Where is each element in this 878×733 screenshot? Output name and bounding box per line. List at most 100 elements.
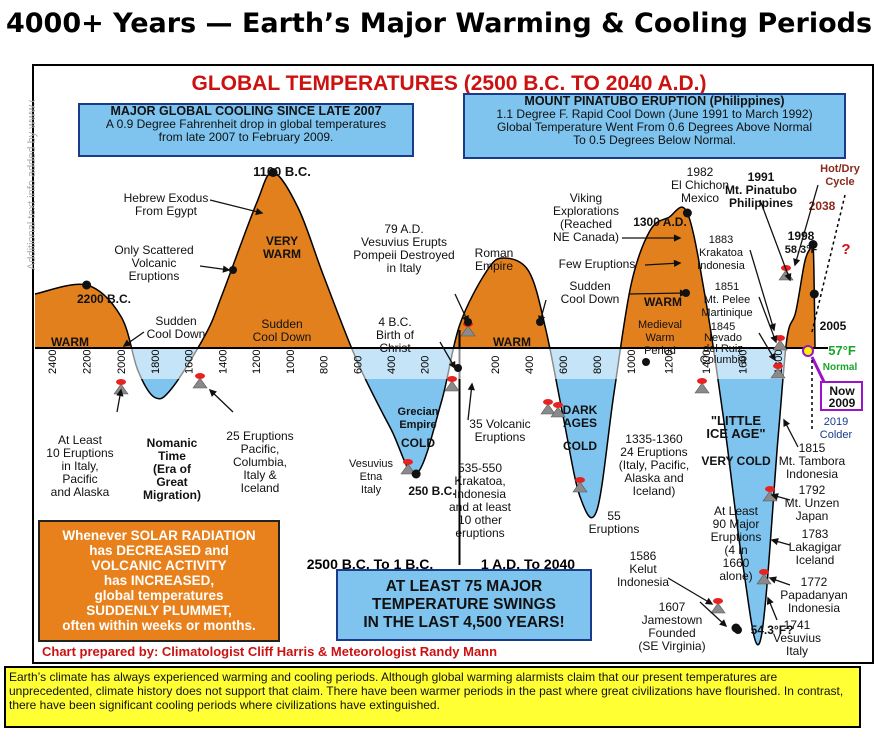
- future-trend-up: [811, 194, 846, 333]
- watermark: Additional text info added by www.c3head…: [13, 100, 53, 280]
- annot-25-eruptions: 25 Eruptions Pacific, Columbia, Italy & Icel…: [226, 429, 293, 495]
- x-tick-label: 1200: [664, 350, 676, 374]
- watermark-text: Additional text info added by www.c3head…: [26, 100, 38, 270]
- annot-10-eruptions-line: At Least: [58, 433, 103, 447]
- solar-line7: often within weeks or months.: [62, 618, 256, 633]
- point-label-now-line: Now: [829, 384, 855, 398]
- chart-title: GLOBAL TEMPERATURES (2500 B.C. TO 2040 A…: [192, 72, 707, 95]
- annot-unzen-line: 1792: [799, 483, 826, 497]
- pinatubo-box: MOUNT PINATUBO ERUPTION (Philippines) 1.…: [463, 93, 846, 159]
- annot-sudden-cool-1: Sudden Cool Down: [147, 314, 206, 341]
- annot-roman-line: Roman: [475, 246, 514, 260]
- x-tick-label: 400: [386, 356, 398, 374]
- annot-79ad: 79 A.D. Vesuvius Erupts Pompeii Destroyed i…: [353, 222, 454, 275]
- arrowhead: [793, 258, 801, 267]
- arrowhead: [768, 323, 776, 332]
- solar-line4: has INCREASED,: [103, 573, 215, 588]
- annot-unzen-line: Japan: [796, 509, 829, 523]
- solar-line3: VOLCANIC ACTIVITY: [91, 558, 227, 573]
- annot-pelee-line: 1851: [715, 281, 739, 293]
- point-label-1300ad: 1300 A.D.: [633, 215, 687, 229]
- solar-volcanic-box: Whenever SOLAR RADIATION has DECREASED a…: [38, 520, 280, 642]
- annot-pelee-line: Martinique: [701, 307, 752, 319]
- x-tick-label: 2400: [47, 350, 59, 374]
- x-tick-label: 1600: [738, 350, 750, 374]
- annot-79ad-line: Pompeii Destroyed: [353, 248, 454, 262]
- headline: 4000+ Years — Earth’s Major Warming & Co…: [5, 8, 873, 39]
- period-label-sudden-cool-line: Sudden: [261, 317, 302, 331]
- annot-1335-line: (Italy, Pacific,: [619, 458, 689, 472]
- x-tick-label: 1000: [626, 350, 638, 374]
- period-label-little-ice-age: "LITTLE ICE AGE": [706, 413, 765, 441]
- arrowhead: [255, 207, 264, 216]
- annot-25-eruptions-line: 25 Eruptions: [226, 429, 293, 443]
- x-tick-label: 2000: [116, 350, 128, 374]
- annot-25-eruptions-line: Iceland: [241, 481, 280, 495]
- annot-535-550-line: 535-550: [458, 461, 502, 475]
- data-point: [411, 469, 421, 479]
- annot-1335-line: Alaska and: [624, 471, 683, 485]
- period-label-grecian: Grecian Empire: [398, 406, 439, 431]
- arrowhead: [719, 619, 728, 628]
- volcano-icon: [694, 382, 710, 394]
- annot-10-eruptions-line: in Italy,: [61, 459, 98, 473]
- arrowhead: [770, 493, 779, 501]
- footer-text: Earth’s climate has always experienced w…: [9, 670, 844, 712]
- annot-25-eruptions-line: Columbia,: [233, 455, 287, 469]
- point-label-2038: 2038: [809, 199, 836, 213]
- arrowhead: [208, 388, 217, 397]
- annot-lakagigar-line: Iceland: [796, 553, 835, 567]
- period-label-nomanic: Nomanic Time (Era of Great Migration): [143, 436, 201, 502]
- annot-90-eruptions-line: 90 Major: [713, 517, 760, 531]
- data-point: [229, 266, 237, 274]
- period-label-sudden-cool-line: Cool Down: [253, 330, 312, 344]
- annot-unzen-line: Mt. Unzen: [785, 496, 840, 510]
- annot-1335-line: Iceland): [633, 484, 676, 498]
- footer-note: Earth’s climate has always experienced w…: [4, 666, 861, 728]
- annot-lakagigar-line: 1783: [802, 527, 829, 541]
- eruption-icon: [543, 399, 553, 405]
- volcano-icon: [710, 602, 726, 614]
- period-label-cold-2: COLD: [563, 439, 597, 453]
- cooling-box-line2: from late 2007 to February 2009.: [158, 130, 334, 144]
- annot-4bc-line: Christ: [379, 341, 411, 355]
- arrowhead: [116, 388, 124, 397]
- period-label-cold-1: COLD: [401, 436, 435, 450]
- annot-jamestown-line: Jamestown: [642, 613, 703, 627]
- swings-line3: IN THE LAST 4,500 YEARS!: [363, 614, 565, 631]
- annot-tambora: 1815 Mt. Tambora Indonesia: [779, 441, 846, 481]
- period-label-cold-1-line: COLD: [401, 436, 435, 450]
- annot-79ad-line: Vesuvius Erupts: [361, 235, 447, 249]
- period-label-very-cold-line: VERY COLD: [701, 454, 771, 468]
- point-label-57f: 57°F: [828, 343, 856, 358]
- point-label-question-line: ?: [841, 241, 850, 258]
- annot-vesuvius-etna-line: Vesuvius: [349, 458, 394, 470]
- annot-krakatoa-line: Indonesia: [697, 260, 746, 272]
- annot-55-eruptions: 55 Eruptions: [589, 509, 640, 536]
- volcano-icon: [192, 377, 208, 389]
- period-label-warm-3-line: WARM: [644, 295, 682, 309]
- arrowhead: [122, 339, 132, 347]
- annot-79ad-line: in Italy: [387, 261, 422, 275]
- annot-krakatoa-line: Krakatoa: [699, 247, 744, 259]
- x-tick-label: 600: [558, 356, 570, 374]
- arrowhead: [538, 315, 546, 324]
- annot-535-550-line: Indonesia: [454, 487, 506, 501]
- period-label-nomanic-line: (Era of: [153, 462, 192, 476]
- era-label-bc: 2500 B.C. To 1 B.C.: [307, 556, 434, 572]
- period-label-warm-2: WARM: [493, 335, 531, 349]
- annot-55-eruptions-line: 55: [607, 509, 621, 523]
- annot-90-eruptions: At Least 90 Major Eruptions (4 in 1660 alone): [711, 504, 762, 583]
- data-point: [454, 364, 462, 372]
- annot-sudden-cool-1-line: Sudden: [155, 314, 196, 328]
- point-label-57f-line: 57°F: [828, 343, 856, 358]
- point-label-2200bc-line: 2200 B.C.: [77, 292, 131, 306]
- period-label-nomanic-line: Nomanic: [147, 436, 198, 450]
- annot-sudden-cool-2-line: Sudden: [569, 279, 610, 293]
- period-label-medieval-line: Medieval: [638, 319, 682, 331]
- x-tick-label: 200: [490, 356, 502, 374]
- point-label-250bc: 250 B.C.: [408, 484, 455, 498]
- point-label-2009-line: 2009: [829, 396, 856, 410]
- annot-jamestown-line: 1607: [659, 600, 686, 614]
- point-label-1300ad-line: 1300 A.D.: [633, 215, 687, 229]
